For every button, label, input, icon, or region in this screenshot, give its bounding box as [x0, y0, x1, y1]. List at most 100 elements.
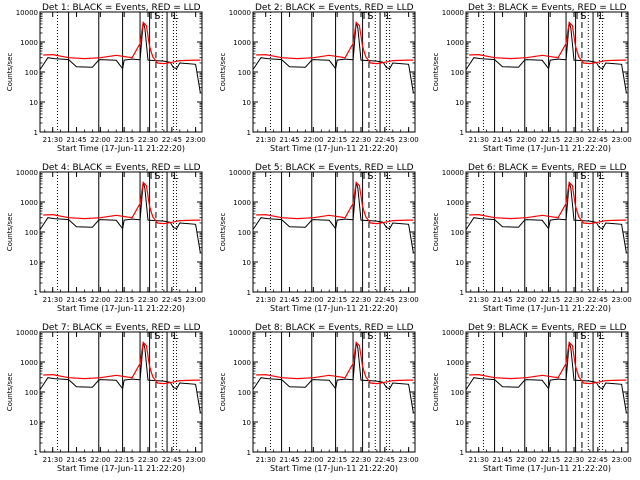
y-axis-label: Counts/sec — [219, 53, 227, 92]
y-tick-label: 1000 — [233, 39, 251, 47]
detector-panel-8: Det 8: BLACK = Events, RED = LLD 1 10 100 10… — [219, 323, 419, 473]
x-tick-label: 21:45 — [492, 296, 512, 304]
panel-title: Det 5: BLACK = Events, RED = LLD — [255, 163, 414, 173]
events-series-line — [253, 22, 414, 94]
x-tick-label: 22:30 — [351, 456, 371, 464]
y-axis-label: Counts/sec — [219, 373, 227, 412]
marker-label-l: L — [599, 331, 605, 342]
plot-area — [466, 332, 627, 452]
marker-label-ts: TS — [360, 171, 373, 182]
detector-panel-5: Det 5: BLACK = Events, RED = LLD 1 10 100 10… — [219, 163, 419, 313]
y-tick-label: 10 — [242, 419, 251, 427]
plot-frame — [39, 11, 203, 133]
events-series-line — [40, 182, 201, 254]
x-tick-label: 22:45 — [162, 456, 182, 464]
panel-title: Det 8: BLACK = Events, RED = LLD — [255, 323, 414, 333]
y-axis-label: Counts/sec — [219, 213, 227, 252]
lld-series-line — [469, 21, 627, 65]
lld-series-line — [256, 341, 414, 385]
x-tick-label: 22:15 — [327, 136, 347, 144]
x-tick-label: 21:30 — [43, 296, 63, 304]
y-tick-label: 10000 — [229, 9, 251, 17]
x-tick-label: 21:30 — [469, 296, 489, 304]
x-tick-label: 21:45 — [279, 456, 299, 464]
marker-label-ts: TS — [573, 331, 586, 342]
marker-label-l: L — [173, 11, 179, 22]
y-tick-label: 100 — [238, 229, 251, 237]
y-tick-label: 100 — [451, 229, 464, 237]
detector-panel-2: Det 2: BLACK = Events, RED = LLD 1 10 100 10… — [219, 3, 419, 153]
x-tick-label: 23:00 — [612, 456, 632, 464]
events-series-line — [466, 22, 627, 94]
x-tick-label: 22:45 — [375, 296, 395, 304]
y-tick-label: 100 — [25, 69, 38, 77]
plot-area — [253, 332, 414, 452]
x-tick-label: 23:00 — [612, 136, 632, 144]
y-tick-label: 10000 — [229, 169, 251, 177]
y-tick-label: 10000 — [16, 9, 38, 17]
y-tick-label: 100 — [238, 69, 251, 77]
y-tick-label: 1000 — [446, 359, 464, 367]
plot-frame — [465, 11, 629, 133]
lld-series-line — [43, 21, 201, 65]
y-tick-label: 1 — [460, 129, 464, 137]
x-tick-label: 21:30 — [256, 136, 276, 144]
x-tick-label: 21:30 — [256, 296, 276, 304]
y-tick-label: 1000 — [446, 39, 464, 47]
y-tick-label: 10 — [29, 99, 38, 107]
marker-label-ts: TS — [573, 11, 586, 22]
x-tick-label: 21:30 — [469, 456, 489, 464]
x-tick-label: 22:30 — [138, 136, 158, 144]
x-tick-label: 21:45 — [492, 136, 512, 144]
x-tick-label: 23:00 — [186, 136, 206, 144]
x-tick-label: 22:45 — [588, 296, 608, 304]
x-axis-label: Start Time (17-Jun-11 21:22:20) — [270, 144, 398, 153]
x-tick-label: 21:45 — [66, 456, 86, 464]
x-tick-label: 23:00 — [612, 296, 632, 304]
x-tick-label: 22:15 — [114, 296, 134, 304]
x-tick-label: 21:30 — [43, 136, 63, 144]
events-series-line — [40, 22, 201, 94]
lld-series-line — [256, 181, 414, 225]
x-tick-label: 22:30 — [138, 456, 158, 464]
plot-area — [40, 332, 201, 452]
x-tick-label: 22:30 — [564, 136, 584, 144]
panel-title: Det 4: BLACK = Events, RED = LLD — [42, 163, 201, 173]
x-axis-label: Start Time (17-Jun-11 21:22:20) — [57, 144, 185, 153]
plot-frame — [252, 171, 416, 293]
y-tick-label: 1000 — [233, 359, 251, 367]
x-tick-label: 22:45 — [162, 136, 182, 144]
y-tick-label: 10000 — [16, 329, 38, 337]
events-series-line — [466, 342, 627, 414]
y-tick-label: 10 — [29, 419, 38, 427]
x-tick-label: 23:00 — [399, 456, 419, 464]
y-axis-label: Counts/sec — [6, 213, 14, 252]
plot-area — [40, 12, 201, 132]
x-tick-label: 22:15 — [540, 136, 560, 144]
x-tick-label: 22:30 — [564, 296, 584, 304]
marker-label-l: L — [386, 11, 392, 22]
y-tick-label: 100 — [451, 389, 464, 397]
x-tick-label: 22:45 — [588, 136, 608, 144]
x-tick-label: 22:00 — [303, 136, 323, 144]
plot-area — [253, 172, 414, 292]
plot-frame — [252, 11, 416, 133]
x-tick-label: 23:00 — [399, 136, 419, 144]
x-tick-label: 23:00 — [186, 456, 206, 464]
y-tick-label: 1 — [247, 449, 251, 457]
x-tick-label: 22:00 — [303, 456, 323, 464]
plot-area — [466, 172, 627, 292]
x-axis-label: Start Time (17-Jun-11 21:22:20) — [57, 304, 185, 313]
x-tick-label: 22:00 — [516, 296, 536, 304]
marker-label-ts: TS — [360, 11, 373, 22]
x-tick-label: 22:00 — [516, 456, 536, 464]
y-tick-label: 10 — [29, 259, 38, 267]
y-tick-label: 1000 — [233, 199, 251, 207]
y-tick-label: 10000 — [16, 169, 38, 177]
panel-title: Det 6: BLACK = Events, RED = LLD — [468, 163, 627, 173]
lld-series-line — [43, 181, 201, 225]
panel-title: Det 7: BLACK = Events, RED = LLD — [42, 323, 201, 333]
x-tick-label: 21:45 — [66, 296, 86, 304]
plot-frame — [39, 331, 203, 453]
lld-series-line — [469, 341, 627, 385]
